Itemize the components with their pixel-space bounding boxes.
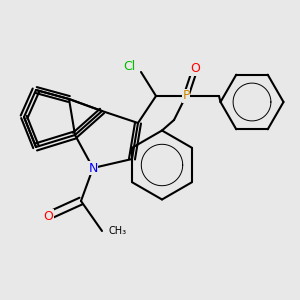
Text: Cl: Cl	[123, 59, 135, 73]
Text: P: P	[182, 89, 190, 103]
Text: CH₃: CH₃	[108, 226, 126, 236]
Text: O: O	[43, 209, 53, 223]
Text: O: O	[190, 62, 200, 76]
Text: N: N	[88, 161, 98, 175]
